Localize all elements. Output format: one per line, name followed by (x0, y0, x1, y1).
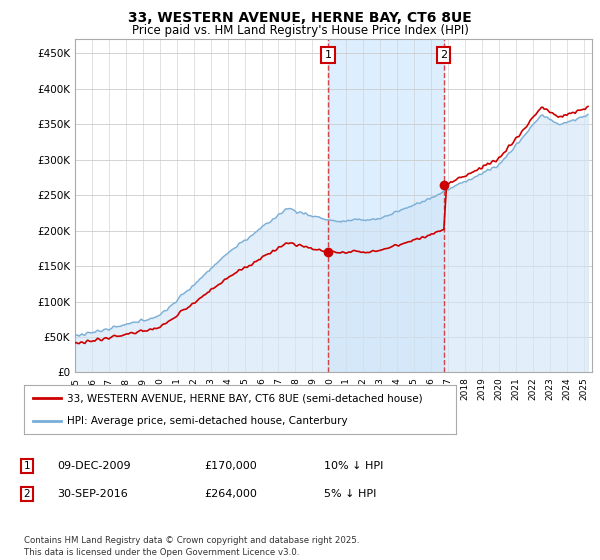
Text: 5% ↓ HPI: 5% ↓ HPI (324, 489, 376, 499)
Bar (328, 39, 444, 372)
Text: 1: 1 (23, 461, 31, 471)
Text: Price paid vs. HM Land Registry's House Price Index (HPI): Price paid vs. HM Land Registry's House … (131, 24, 469, 36)
Text: 10% ↓ HPI: 10% ↓ HPI (324, 461, 383, 471)
Text: HPI: Average price, semi-detached house, Canterbury: HPI: Average price, semi-detached house,… (67, 416, 348, 426)
Text: 09-DEC-2009: 09-DEC-2009 (57, 461, 131, 471)
Text: 30-SEP-2016: 30-SEP-2016 (57, 489, 128, 499)
Text: £170,000: £170,000 (204, 461, 257, 471)
Text: 2: 2 (440, 50, 448, 60)
Text: 33, WESTERN AVENUE, HERNE BAY, CT6 8UE: 33, WESTERN AVENUE, HERNE BAY, CT6 8UE (128, 11, 472, 25)
Text: 2: 2 (23, 489, 31, 499)
Text: Contains HM Land Registry data © Crown copyright and database right 2025.
This d: Contains HM Land Registry data © Crown c… (24, 536, 359, 557)
Text: 1: 1 (325, 50, 332, 60)
Text: 33, WESTERN AVENUE, HERNE BAY, CT6 8UE (semi-detached house): 33, WESTERN AVENUE, HERNE BAY, CT6 8UE (… (67, 393, 423, 403)
Text: £264,000: £264,000 (204, 489, 257, 499)
